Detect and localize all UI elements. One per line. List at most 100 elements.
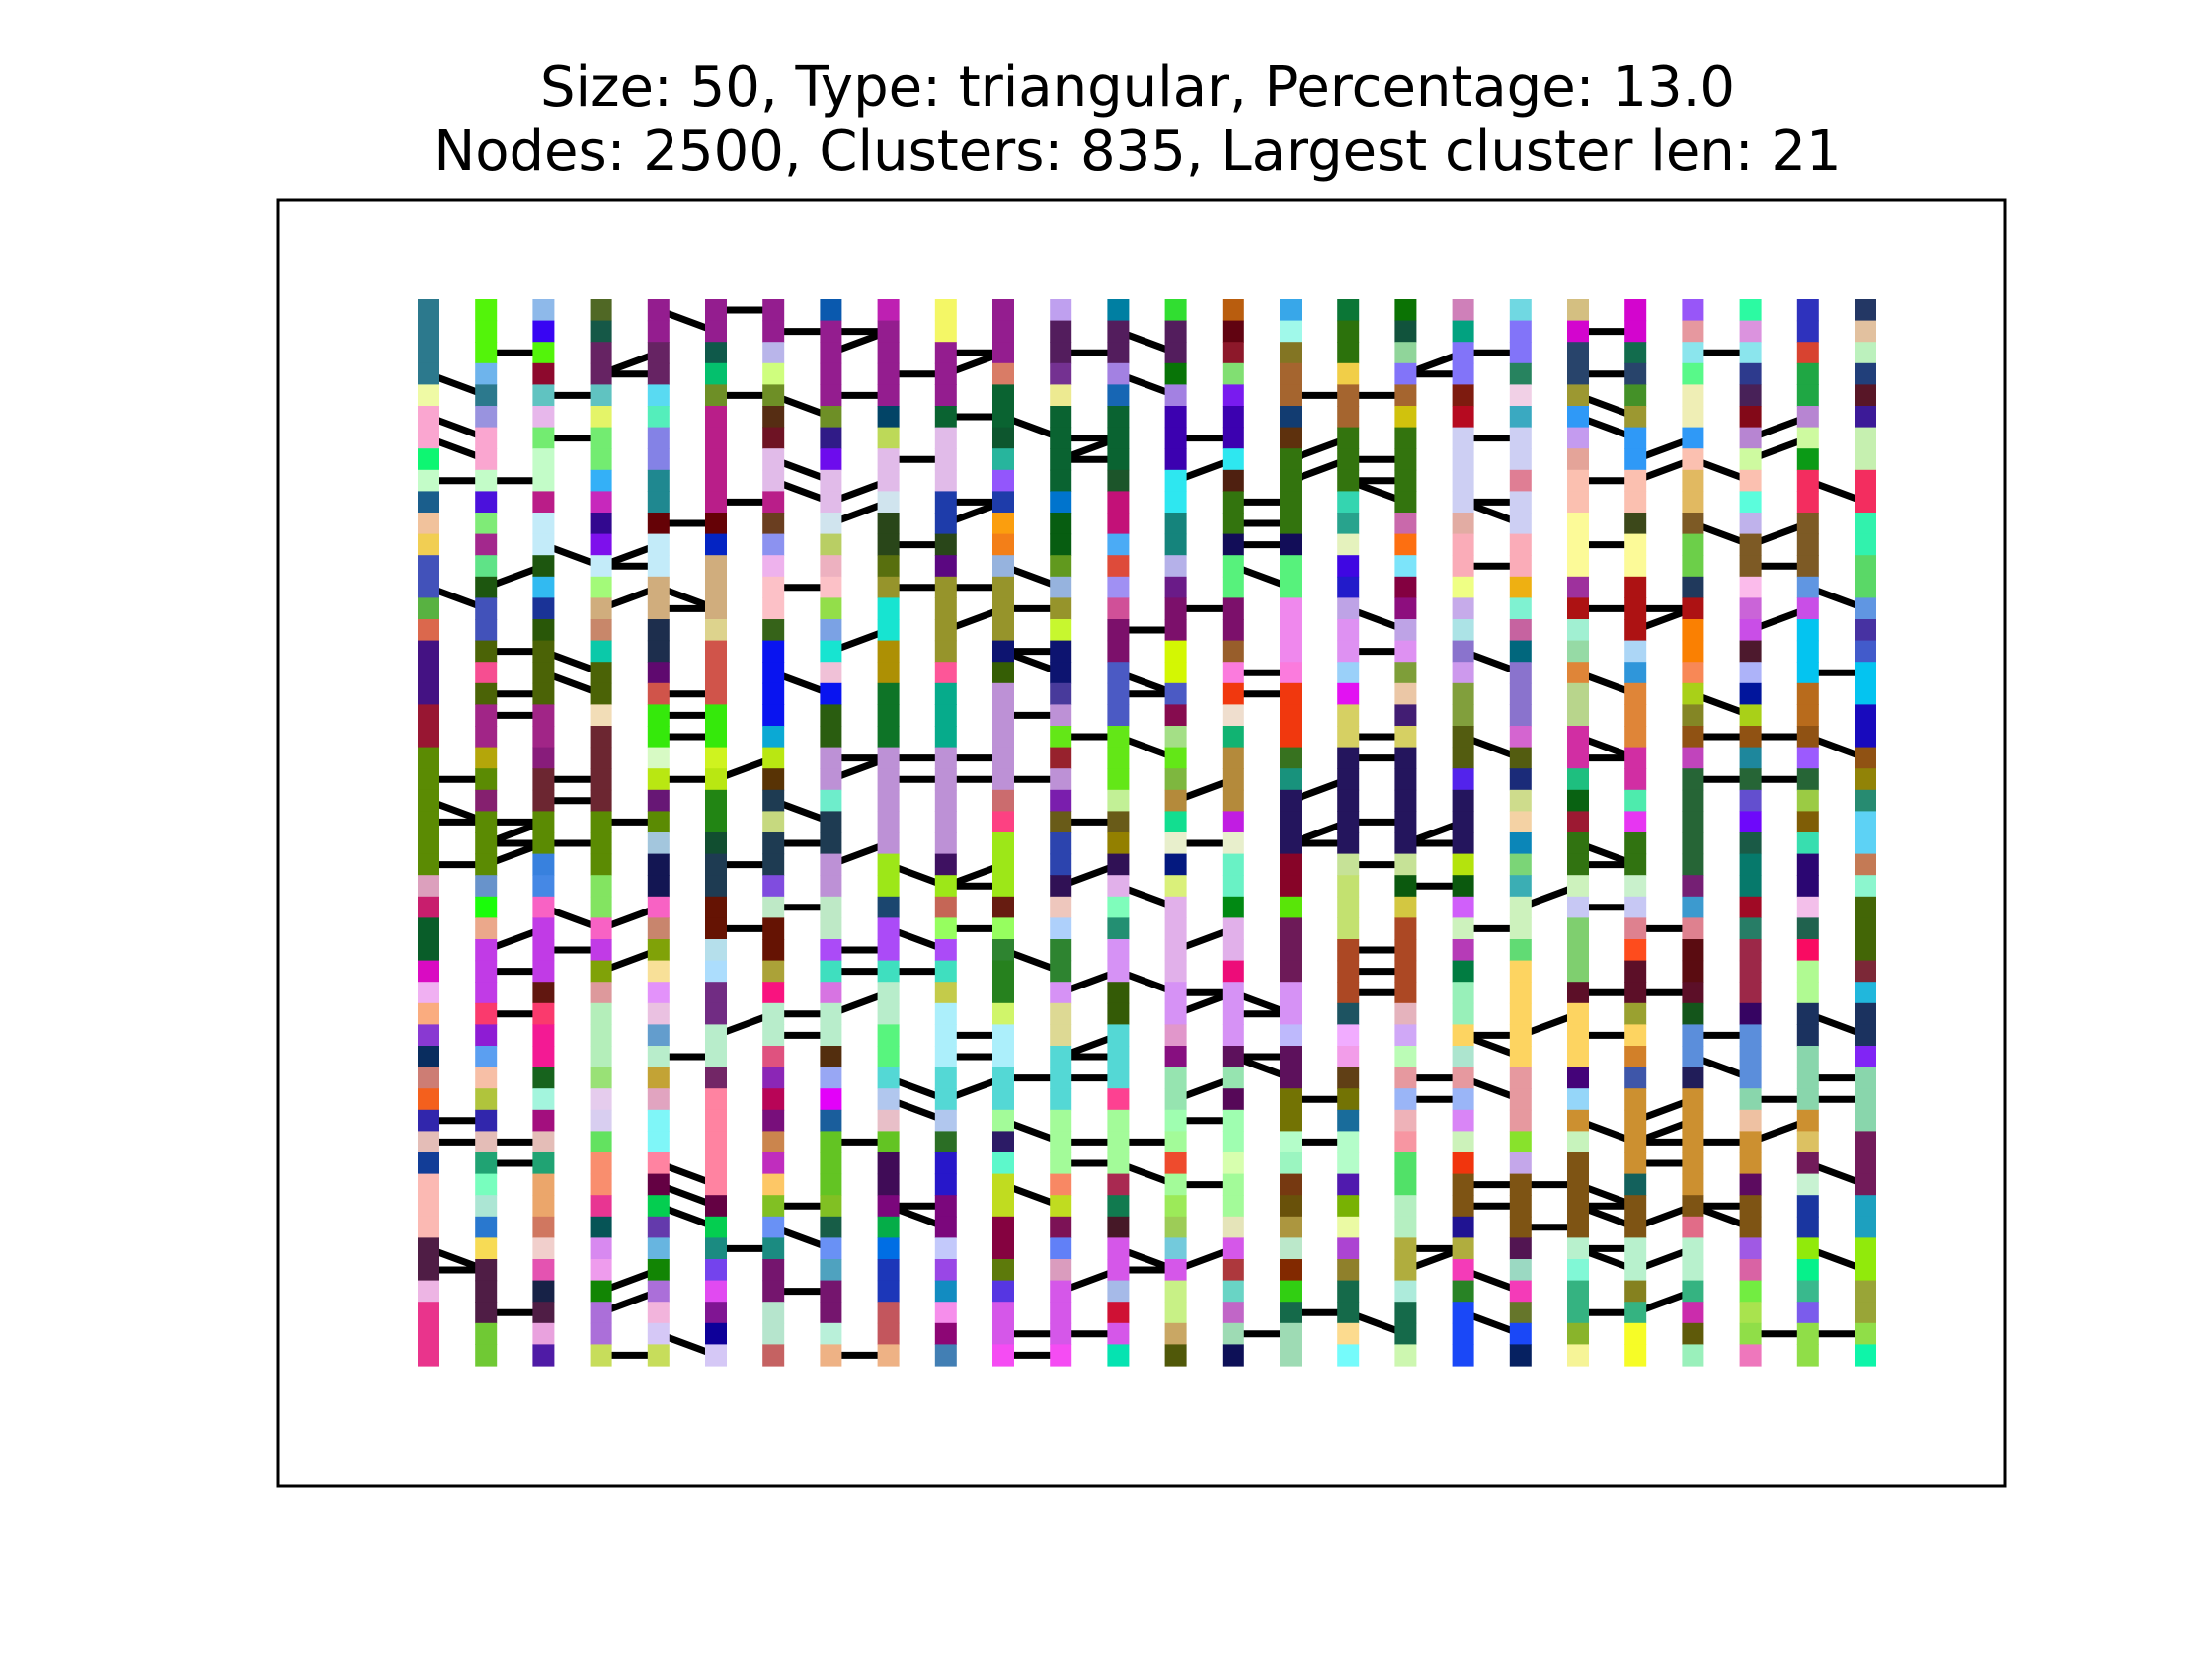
- site-node: [992, 427, 1014, 449]
- site-node: [1796, 384, 1819, 407]
- site-node: [647, 1344, 670, 1367]
- site-node: [992, 299, 1014, 322]
- site-node: [418, 619, 439, 642]
- site-node: [1222, 832, 1244, 855]
- site-node: [1452, 513, 1474, 535]
- site-node: [1394, 1259, 1417, 1282]
- site-node: [1222, 1002, 1244, 1025]
- site-node: [1567, 320, 1589, 343]
- site-node: [877, 726, 900, 749]
- site-node: [647, 789, 670, 812]
- site-node: [1624, 1066, 1647, 1089]
- site-node: [1050, 533, 1072, 556]
- site-node: [475, 939, 498, 962]
- site-node: [934, 491, 957, 514]
- site-node: [1452, 640, 1474, 663]
- site-node: [1739, 939, 1762, 962]
- site-node: [1280, 533, 1302, 556]
- site-node: [1280, 1173, 1302, 1196]
- site-node: [1682, 896, 1704, 918]
- site-node: [1337, 1152, 1360, 1175]
- site-node: [1739, 619, 1762, 642]
- site-node: [1796, 427, 1819, 449]
- site-node: [934, 853, 957, 876]
- site-node: [820, 1109, 842, 1132]
- site-node: [532, 1152, 555, 1175]
- site-node: [1509, 939, 1532, 962]
- site-node: [1050, 1259, 1072, 1282]
- site-node: [1796, 1237, 1819, 1260]
- site-node: [1280, 1322, 1302, 1345]
- site-node: [647, 533, 670, 556]
- site-node: [1280, 576, 1302, 598]
- site-node: [705, 1066, 727, 1089]
- site-node: [1394, 427, 1417, 449]
- site-node: [1739, 320, 1762, 343]
- site-node: [820, 811, 842, 833]
- site-node: [1394, 576, 1417, 598]
- site-node: [1050, 362, 1072, 385]
- site-node: [1855, 747, 1876, 769]
- site-node: [532, 747, 555, 769]
- site-node: [1739, 768, 1762, 791]
- site-node: [1107, 491, 1130, 514]
- site-node: [1739, 747, 1762, 769]
- site-node: [1222, 576, 1244, 598]
- site-node: [1855, 406, 1876, 429]
- site-node: [475, 960, 498, 983]
- site-node: [532, 1066, 555, 1089]
- site-node: [1739, 1088, 1762, 1111]
- site-node: [1050, 1237, 1072, 1260]
- site-node: [934, 619, 957, 642]
- site-node: [1624, 704, 1647, 727]
- site-node: [1682, 491, 1704, 514]
- site-node: [1739, 789, 1762, 812]
- site-node: [1164, 662, 1187, 684]
- site-node: [820, 747, 842, 769]
- site-node: [820, 1152, 842, 1175]
- site-node: [1452, 768, 1474, 791]
- site-node: [1682, 917, 1704, 940]
- site-node: [1624, 726, 1647, 749]
- site-node: [705, 1131, 727, 1153]
- site-node: [877, 1066, 900, 1089]
- site-node: [934, 726, 957, 749]
- site-node: [992, 682, 1014, 705]
- site-node: [705, 875, 727, 898]
- site-node: [475, 1173, 498, 1196]
- site-node: [820, 1302, 842, 1324]
- site-node: [1567, 1088, 1589, 1111]
- site-node: [877, 704, 900, 727]
- site-node: [418, 1088, 439, 1111]
- site-node: [418, 384, 439, 407]
- site-node: [590, 1302, 612, 1324]
- site-node: [1509, 1322, 1532, 1345]
- site-node: [532, 619, 555, 642]
- site-node: [418, 1109, 439, 1132]
- site-node: [418, 1173, 439, 1196]
- site-node: [647, 662, 670, 684]
- site-node: [820, 1344, 842, 1367]
- site-node: [1567, 1024, 1589, 1047]
- site-node: [475, 342, 498, 364]
- site-node: [1337, 917, 1360, 940]
- site-node: [1107, 1302, 1130, 1324]
- site-node: [1050, 896, 1072, 918]
- site-node: [1394, 726, 1417, 749]
- site-node: [1050, 960, 1072, 983]
- site-node: [762, 469, 785, 492]
- site-node: [532, 513, 555, 535]
- site-node: [1107, 533, 1130, 556]
- site-node: [1222, 811, 1244, 833]
- site-node: [1855, 576, 1876, 598]
- site-node: [1567, 832, 1589, 855]
- site-node: [1280, 320, 1302, 343]
- site-node: [934, 747, 957, 769]
- site-node: [1164, 513, 1187, 535]
- site-node: [1280, 1216, 1302, 1238]
- site-node: [1164, 1066, 1187, 1089]
- site-node: [1107, 619, 1130, 642]
- site-node: [418, 982, 439, 1004]
- site-node: [1739, 875, 1762, 898]
- site-node: [1624, 1216, 1647, 1238]
